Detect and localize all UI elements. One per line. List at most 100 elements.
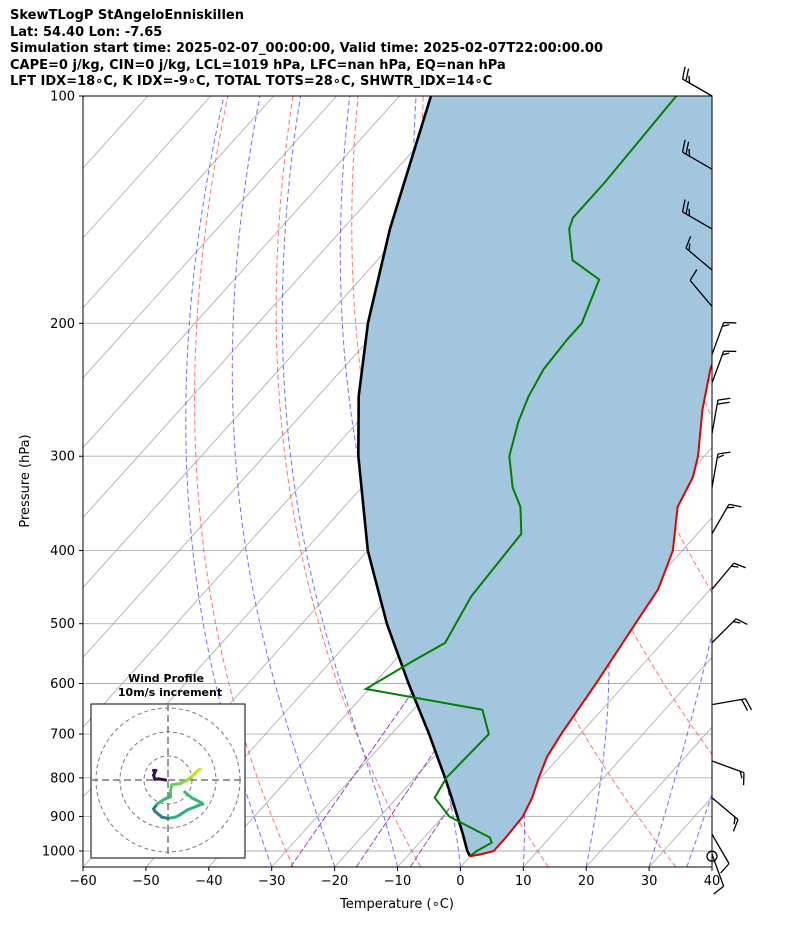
wind-barb (711, 833, 730, 874)
dry-adiabat-line (194, 96, 294, 867)
wind-barb-shaft (711, 797, 739, 821)
isotherm-line (83, 96, 212, 239)
x-tick-label: −60 (69, 874, 96, 889)
wind-barb-feather (733, 620, 741, 624)
x-tick-label: −50 (132, 874, 159, 889)
temperature-profile-line (469, 361, 712, 858)
y-tick-label: 700 (50, 728, 75, 743)
wind-barb (711, 350, 737, 384)
moist-adiabat-line (648, 96, 712, 867)
cin-shading (358, 96, 712, 857)
mixing-ratio-line (290, 683, 419, 867)
wind-barb-feather (728, 503, 742, 508)
sounding-profiles (357, 96, 712, 858)
location-line: Lat: 54.40 Lon: -7.65 (10, 24, 163, 40)
y-tick-label: 500 (50, 617, 75, 632)
wind-barb (681, 66, 713, 97)
wind-barb-feather (689, 269, 698, 281)
wind-barb-shaft (711, 833, 730, 864)
wind-barb (711, 397, 731, 434)
chart-title: SkewTLogP StAngeloEnniskillen (10, 8, 244, 23)
wind-barb-shaft (711, 698, 746, 706)
moist-adiabat-line (686, 792, 712, 867)
wind-barb-feather (681, 66, 686, 80)
x-tick-label: −20 (321, 874, 348, 889)
wind-barb (711, 797, 739, 832)
chart-header: SkewTLogP StAngeloEnniskillen Lat: 54.40… (10, 8, 603, 91)
x-tick-label: −10 (384, 874, 411, 889)
wind-barb-shaft (711, 350, 725, 384)
x-tick-label: 10 (515, 874, 532, 889)
wind-barb-feather (717, 401, 730, 405)
wind-barb-feather (739, 771, 743, 779)
wind-barb-shaft (711, 618, 737, 644)
cape-line: CAPE=0 j/kg, CIN=0 j/kg, LCL=1019 hPa, L… (10, 57, 506, 73)
wind-barb-feather (685, 236, 692, 249)
wind-barb-shaft (711, 760, 745, 774)
wind-barb-feather (733, 562, 746, 569)
moist-adiabat-line (231, 96, 336, 867)
wind-barb-feather (717, 451, 731, 455)
wind-barb-feather (717, 397, 731, 401)
wind-barb-feather (735, 618, 748, 626)
x-axis-label: Temperature (∘C) (339, 897, 454, 912)
wind-barb (711, 321, 737, 355)
wind-barb-feather (685, 201, 690, 215)
moist-adiabat-line (281, 96, 398, 867)
wind-barb-shaft (711, 322, 725, 355)
isotherm-line (83, 96, 400, 449)
wind-barb-feather (685, 68, 690, 82)
x-tick-label: −40 (195, 874, 222, 889)
wind-barb-shaft (689, 279, 713, 307)
wind-barb (711, 698, 753, 711)
wind-barb-feather (720, 863, 730, 874)
wind-barb-shaft (711, 854, 725, 887)
wind-barb (711, 854, 725, 895)
wind-barb-shaft (711, 400, 719, 434)
hodograph-trace-segment (196, 767, 202, 772)
wind-barb-shaft (711, 503, 730, 535)
parcel-profile-line (357, 96, 472, 857)
hodograph-trace-segment (185, 803, 201, 812)
isotherm-line (83, 96, 463, 519)
axis-ticks: −60 −50 −40 −30 −20 −10 0 10 20 30 40 1000 900 800 700… (42, 90, 720, 890)
cape-shading (358, 96, 712, 857)
hodograph-trace-segment (183, 790, 194, 800)
wind-barb (681, 199, 713, 230)
wind-barb (711, 618, 748, 644)
wind-barb-feather (740, 699, 749, 711)
wind-barb-feather (733, 816, 736, 825)
hodograph-inset: Wind Profile 10m/s increment (90, 672, 246, 859)
wind-barb-feather (713, 885, 725, 895)
wind-barb-feather (732, 819, 739, 832)
x-tick-label: −30 (258, 874, 285, 889)
wind-barb-feather (722, 352, 730, 356)
wind-barb-shaft (682, 151, 713, 170)
wind-barb-feather (722, 324, 730, 327)
isotherm-line (585, 726, 712, 867)
mixing-ratio-line (355, 683, 481, 867)
y-tick-label: 600 (50, 677, 75, 692)
y-tick-label: 200 (50, 317, 75, 332)
y-tick-label: 900 (50, 810, 75, 825)
isotherm-line (460, 586, 712, 867)
calm-wind-circle (706, 850, 718, 862)
x-tick-label: 20 (578, 874, 595, 889)
wind-barb (711, 451, 731, 488)
wind-barb-feather (731, 565, 739, 568)
wind-barb (689, 269, 713, 307)
isotherm-line (83, 96, 86, 99)
y-tick-label: 800 (50, 771, 75, 786)
isotherm-line (522, 656, 712, 867)
wind-barb (681, 139, 713, 170)
y-tick-label: 100 (50, 90, 75, 105)
wind-barb-shaft (685, 247, 713, 271)
isotherm-line (83, 96, 337, 379)
hodograph-title: Wind Profile (128, 672, 204, 685)
isotherm-line (711, 866, 712, 867)
moist-adiabat-line (185, 96, 273, 867)
index-line: LFT IDX=18∘C, K IDX=-9∘C, TOTAL TOTS=28∘… (10, 74, 493, 90)
isotherm-line (83, 96, 275, 309)
wind-barbs (681, 66, 753, 895)
